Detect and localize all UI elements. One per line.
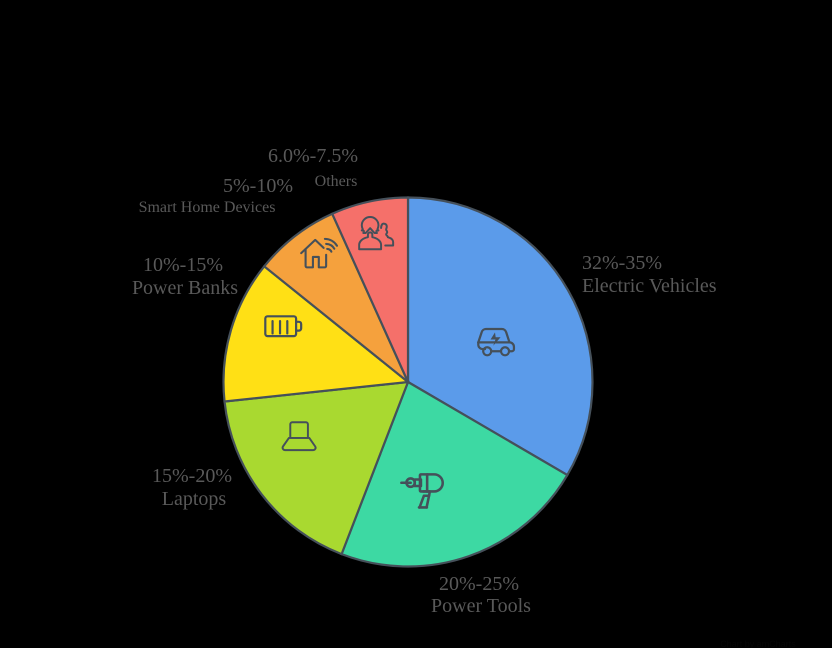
svg-text:6.0%-7.5%: 6.0%-7.5% xyxy=(268,145,358,167)
svg-text:Chart by amCharts: Chart by amCharts xyxy=(720,639,796,648)
svg-text:5%-10%: 5%-10% xyxy=(223,175,293,197)
svg-text:Others: Others xyxy=(315,173,358,190)
svg-text:Smart Home Devices: Smart Home Devices xyxy=(139,199,276,216)
svg-text:20%-25% Power Tools: 20%-25% Power Tools xyxy=(431,573,531,617)
svg-text:15%-20% Laptops: 15%-20% Laptops xyxy=(152,465,236,510)
svg-text:10%-15% Power Banks: 10%-15% Power Banks xyxy=(132,254,238,299)
svg-text:32%-35% Electric Vehicles: 32%-35% Electric Vehicles xyxy=(582,252,717,297)
